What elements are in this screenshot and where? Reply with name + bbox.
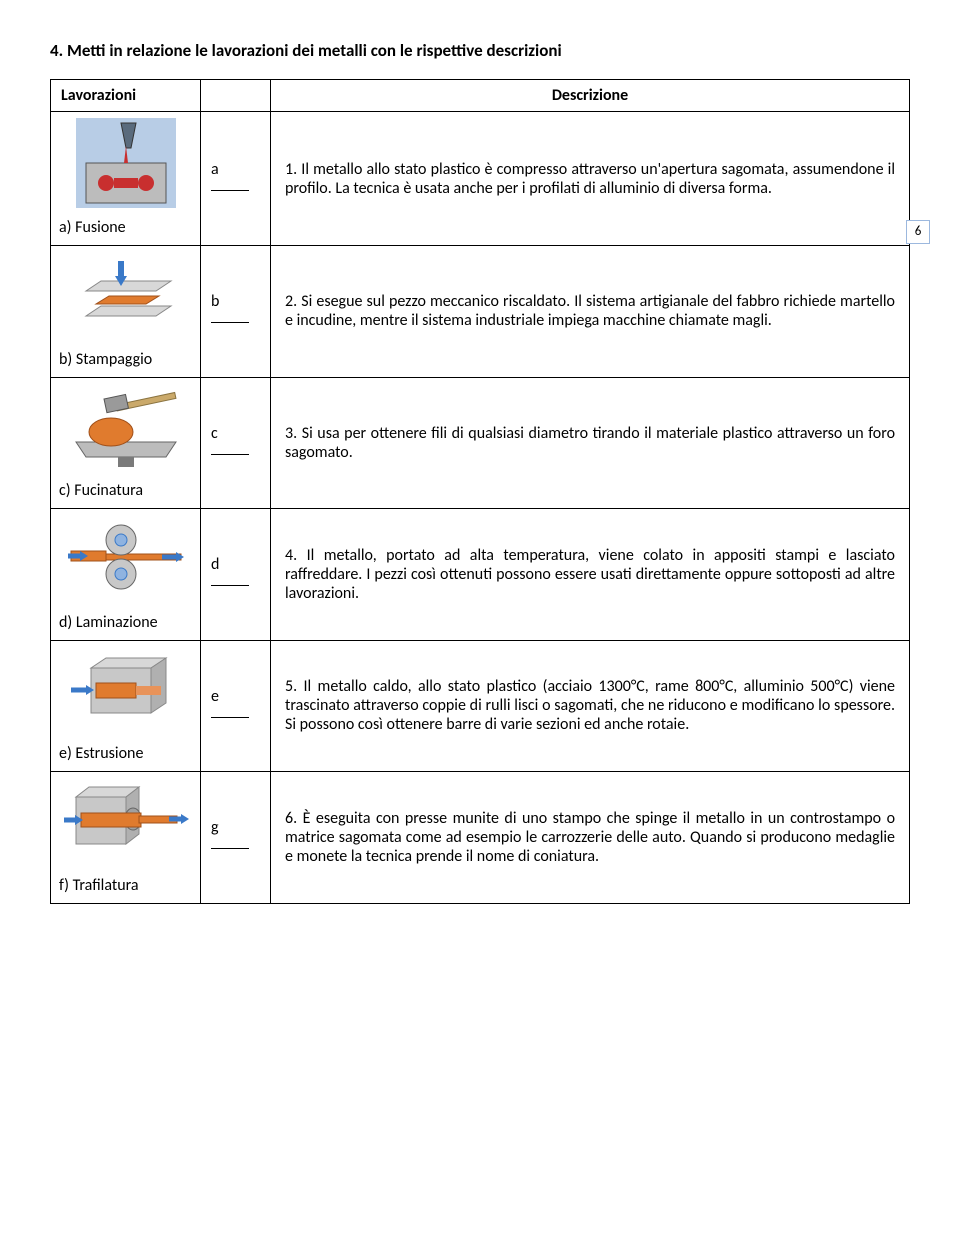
exercise-heading: 4. Metti in relazione le lavorazioni dei… bbox=[50, 40, 910, 61]
desc-text: Si usa per ottenere fili di qualsiasi di… bbox=[285, 424, 895, 462]
header-lavorazioni: Lavorazioni bbox=[51, 80, 201, 112]
answer-line bbox=[211, 190, 249, 191]
answer-cell[interactable]: a bbox=[201, 112, 271, 246]
answer-letter: d bbox=[211, 555, 231, 574]
answer-line bbox=[211, 848, 249, 849]
process-label: c) Fucinatura bbox=[51, 477, 201, 509]
description-cell: 1. Il metallo allo stato plastico è comp… bbox=[271, 112, 910, 246]
desc-text: Il metallo, portato ad alta temperatura,… bbox=[285, 546, 895, 603]
table-row: e 5. Il metallo caldo, allo stato plasti… bbox=[51, 640, 910, 740]
process-label: a) Fusione bbox=[51, 214, 201, 246]
desc-number: 4. bbox=[285, 546, 297, 565]
answer-line bbox=[211, 717, 249, 718]
process-label: f) Trafilatura bbox=[51, 872, 201, 904]
table-row: b 2. Si esegue sul pezzo meccanico risca… bbox=[51, 246, 910, 346]
answer-letter: a bbox=[211, 160, 231, 179]
answer-letter: g bbox=[211, 818, 231, 837]
process-label: d) Laminazione bbox=[51, 609, 201, 641]
desc-number: 6. bbox=[285, 809, 297, 828]
table-row: g 6. È eseguita con presse munite di uno… bbox=[51, 772, 910, 872]
answer-cell[interactable]: g bbox=[201, 772, 271, 904]
desc-number: 1. bbox=[285, 160, 297, 179]
process-label: e) Estrusione bbox=[51, 740, 201, 772]
answer-line bbox=[211, 322, 249, 323]
image-stampaggio bbox=[51, 246, 201, 346]
answer-cell[interactable]: b bbox=[201, 246, 271, 378]
description-cell: 5. Il metallo caldo, allo stato plastico… bbox=[271, 640, 910, 772]
header-descrizione: Descrizione bbox=[271, 80, 910, 112]
matching-table: Lavorazioni Descrizione a 1. Il metallo … bbox=[50, 79, 910, 904]
answer-letter: b bbox=[211, 292, 231, 311]
image-fucinatura bbox=[51, 377, 201, 477]
description-cell: 2. Si esegue sul pezzo meccanico riscald… bbox=[271, 246, 910, 378]
answer-line bbox=[211, 585, 249, 586]
desc-number: 5. bbox=[285, 677, 297, 696]
table-header-row: Lavorazioni Descrizione bbox=[51, 80, 910, 112]
desc-text: Il metallo caldo, allo stato plastico (a… bbox=[285, 677, 895, 734]
description-cell: 6. È eseguita con presse munite di uno s… bbox=[271, 772, 910, 904]
process-label: b) Stampaggio bbox=[51, 346, 201, 378]
image-fusione bbox=[51, 112, 201, 215]
description-cell: 3. Si usa per ottenere fili di qualsiasi… bbox=[271, 377, 910, 509]
page-number: 6 bbox=[906, 220, 930, 244]
table-row: c 3. Si usa per ottenere fili di qualsia… bbox=[51, 377, 910, 477]
desc-text: È eseguita con presse munite di uno stam… bbox=[285, 809, 895, 866]
answer-cell[interactable]: d bbox=[201, 509, 271, 641]
desc-text: Il metallo allo stato plastico è compres… bbox=[285, 160, 895, 198]
desc-number: 3. bbox=[285, 424, 297, 443]
image-trafilatura bbox=[51, 772, 201, 872]
image-estrusione bbox=[51, 640, 201, 740]
answer-cell[interactable]: e bbox=[201, 640, 271, 772]
table-row: a 1. Il metallo allo stato plastico è co… bbox=[51, 112, 910, 215]
header-blank bbox=[201, 80, 271, 112]
desc-text: Si esegue sul pezzo meccanico riscaldato… bbox=[285, 292, 895, 330]
image-laminazione bbox=[51, 509, 201, 609]
answer-letter: e bbox=[211, 687, 231, 706]
description-cell: 4. Il metallo, portato ad alta temperatu… bbox=[271, 509, 910, 641]
desc-number: 2. bbox=[285, 292, 297, 311]
answer-line bbox=[211, 454, 249, 455]
table-row: d 4. Il metallo, portato ad alta tempera… bbox=[51, 509, 910, 609]
answer-cell[interactable]: c bbox=[201, 377, 271, 509]
answer-letter: c bbox=[211, 424, 231, 443]
